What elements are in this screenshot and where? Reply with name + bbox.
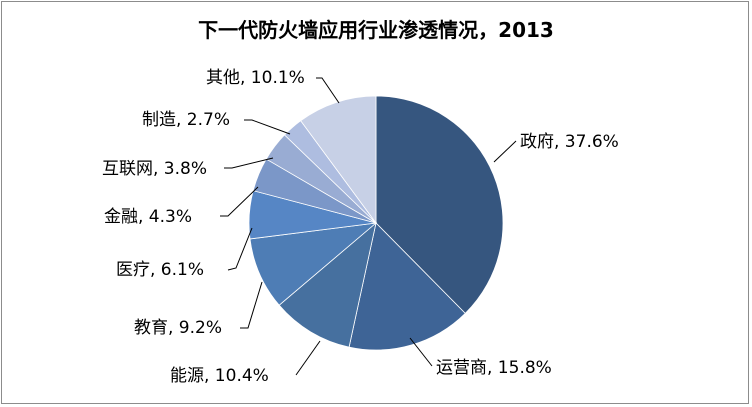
leader-line-1 bbox=[493, 140, 517, 163]
slice-label-4: 教育, 9.2% bbox=[134, 318, 222, 338]
leader-line-5 bbox=[227, 227, 253, 271]
leader-line-2 bbox=[409, 337, 433, 367]
pie-slice-2 bbox=[348, 222, 466, 351]
slice-label-1: 政府, 37.6% bbox=[520, 132, 619, 152]
slice-label-5: 医疗, 6.1% bbox=[116, 260, 204, 280]
slice-label-8: 制造, 2.7% bbox=[142, 110, 230, 130]
leader-line-7 bbox=[224, 157, 274, 169]
chart-title: 下一代防火墙应用行业渗透情况，2013 bbox=[198, 18, 554, 42]
leader-line-6 bbox=[220, 186, 259, 217]
leader-line-9 bbox=[316, 77, 340, 104]
pie-slice-1 bbox=[375, 95, 504, 314]
leader-line-3 bbox=[295, 340, 321, 376]
leader-line-4 bbox=[240, 281, 263, 329]
pie-slice-9 bbox=[300, 95, 377, 225]
slice-label-7: 互联网, 3.8% bbox=[102, 159, 207, 179]
slice-label-6: 金融, 4.3% bbox=[104, 207, 192, 227]
slice-label-3: 能源, 10.4% bbox=[170, 366, 269, 386]
leader-line-8 bbox=[244, 119, 291, 135]
slice-label-9: 其他, 10.1% bbox=[206, 68, 305, 88]
pie-slice-3 bbox=[278, 221, 377, 348]
slice-label-2: 运营商, 15.8% bbox=[436, 358, 552, 378]
